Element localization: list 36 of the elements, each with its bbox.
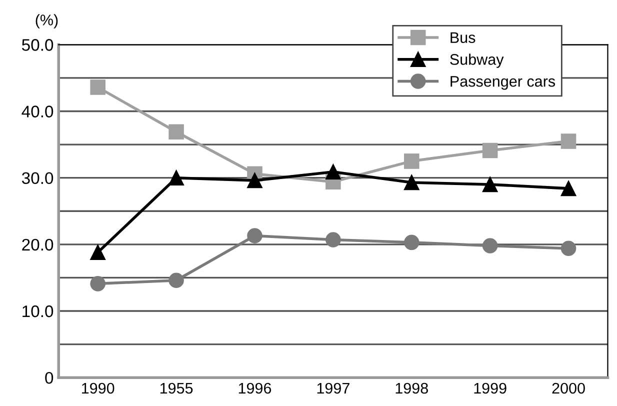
point [482,142,498,158]
y-tick-label: 10.0 [22,305,54,318]
x-tick-label: 1997 [317,382,350,394]
legend-label: Bus [450,32,476,43]
point [404,154,420,169]
point [168,124,184,140]
y-tick-label: 50.0 [22,39,54,51]
point [90,80,106,95]
y-tick-label: 0 [45,372,54,384]
x-tick-label: 1955 [160,382,193,394]
point [326,232,341,248]
x-tick-label: 1996 [238,382,272,394]
x-tick-label: 2000 [552,382,585,394]
point [560,240,576,256]
point [560,180,576,196]
y-tick-label: 20.0 [22,238,54,251]
point [90,276,106,292]
x-tick-label: 1998 [396,382,428,394]
y-tick-label: 30.0 [22,172,54,184]
point [168,170,184,186]
legend-label: Subway [450,54,504,68]
point [326,164,341,180]
point [404,174,420,190]
point [90,244,106,260]
x-tick-label: 1999 [474,382,506,394]
y-axis-title: (%) [36,14,58,28]
point [247,228,262,244]
point [247,172,262,188]
point [168,272,184,288]
point [482,176,498,192]
x-tick-label: 1990 [82,382,114,394]
point [404,234,420,250]
legend-label: Passenger cars [450,76,556,90]
y-tick-label: 40.0 [22,106,54,118]
point [560,134,576,149]
point [482,238,498,254]
